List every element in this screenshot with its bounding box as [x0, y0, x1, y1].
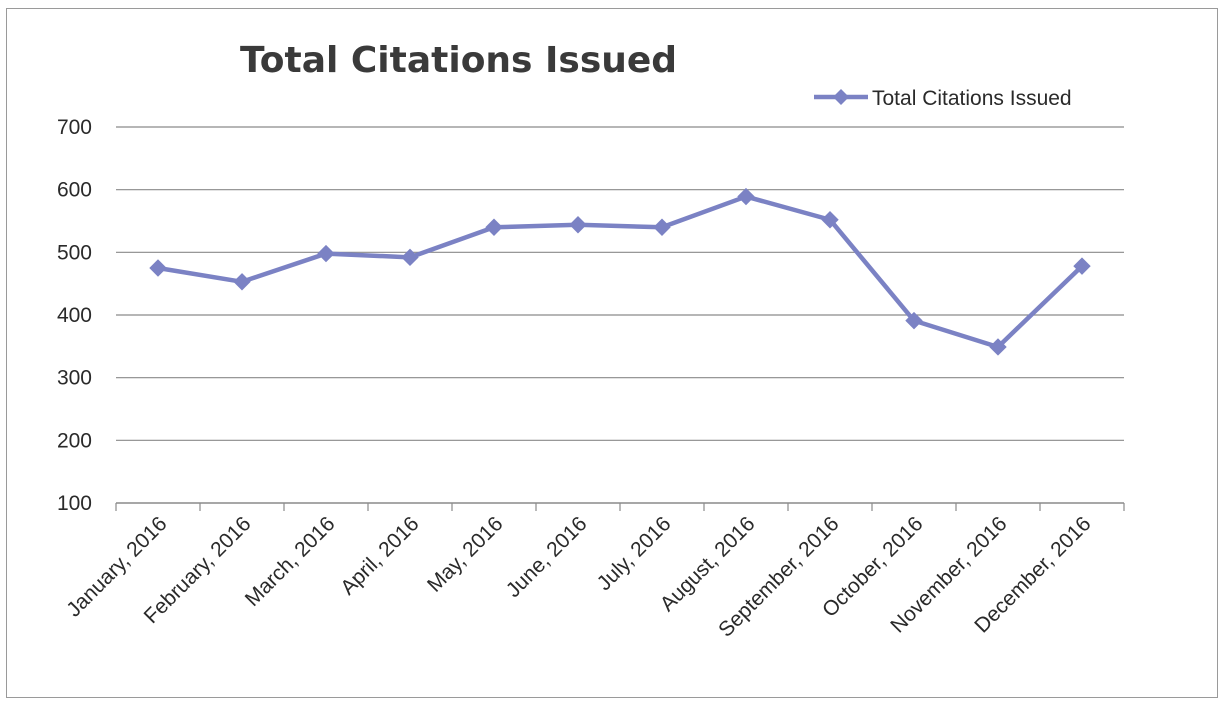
series-line — [157, 194, 1084, 350]
data-point — [737, 187, 755, 206]
chart-title: Total Citations Issued — [240, 40, 678, 81]
data-point — [401, 248, 419, 267]
data-point — [149, 259, 167, 277]
data-point — [485, 218, 503, 236]
data-point — [821, 211, 839, 229]
data-point — [989, 338, 1007, 356]
data-point — [905, 311, 923, 330]
y-tick-label: 700 — [57, 116, 92, 139]
y-tick-label: 200 — [57, 429, 92, 452]
y-tick-label: 100 — [57, 492, 92, 515]
legend-label: Total Citations Issued — [872, 87, 1072, 110]
x-tick-label: July, 2016 — [593, 512, 676, 595]
data-point — [317, 244, 335, 263]
x-tick-label: June, 2016 — [502, 512, 592, 602]
legend: Total Citations Issued — [814, 87, 1072, 110]
x-tick-label: May, 2016 — [423, 512, 507, 596]
legend-marker — [833, 89, 849, 105]
x-tick-label: April, 2016 — [336, 512, 423, 599]
y-axis-tick-labels: 100 200 300 400 500 600 700 — [57, 116, 92, 515]
x-tick-label: March, 2016 — [241, 512, 340, 611]
y-tick-label: 400 — [57, 304, 92, 327]
data-point — [1073, 257, 1091, 275]
data-point — [233, 273, 251, 291]
series-layer — [149, 187, 1091, 356]
chart-frame — [6, 8, 1218, 698]
y-tick-label: 600 — [57, 179, 92, 202]
data-point — [569, 216, 587, 234]
y-tick-label: 300 — [57, 367, 92, 390]
y-tick-label: 500 — [57, 241, 92, 264]
gridlines — [116, 126, 1124, 441]
x-axis — [115, 502, 1125, 511]
data-point — [653, 218, 671, 236]
